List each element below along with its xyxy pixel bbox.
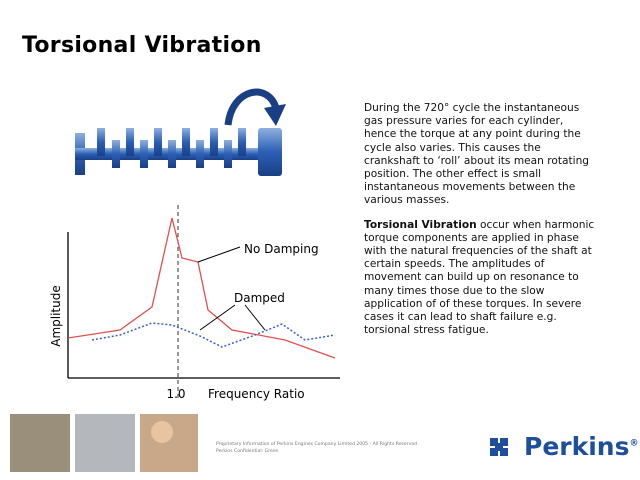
term: Torsional Vibration bbox=[364, 218, 477, 231]
arrow-head bbox=[264, 104, 286, 126]
brand: Perkins bbox=[524, 432, 630, 461]
footer-line: Proprietary Information of Perkins Engin… bbox=[216, 442, 418, 447]
curve-label: Damped bbox=[234, 291, 285, 305]
x-axis-label: Frequency Ratio bbox=[208, 387, 305, 401]
paragraph-body: occur when harmonic torque components ar… bbox=[364, 218, 595, 337]
no-damping-curve bbox=[67, 217, 336, 359]
rotation-arrow bbox=[224, 88, 280, 126]
logo: Perkins® bbox=[524, 432, 638, 461]
curve-label: No Damping bbox=[244, 242, 319, 256]
damped-curve bbox=[91, 322, 336, 348]
footer: Proprietary Information of Perkins Engin… bbox=[216, 441, 417, 455]
graph: Amplitude 1.0 Frequency Ratio No Damping… bbox=[49, 205, 340, 401]
brand-mark: ® bbox=[629, 438, 639, 449]
paragraph: During the 720° cycle the instantaneous … bbox=[364, 102, 590, 207]
paragraph: Torsional Vibration occur when harmonic … bbox=[364, 219, 596, 338]
slide-title: Torsional Vibration bbox=[22, 33, 262, 58]
logo-icon bbox=[490, 438, 508, 456]
x-mark-label: 1.0 bbox=[166, 387, 185, 401]
footer-line: Perkins Confidential: Green bbox=[216, 449, 279, 454]
y-axis-label: Amplitude bbox=[49, 285, 63, 347]
crankshaft bbox=[75, 128, 282, 176]
body-text: During the 720° cycle the instantaneous … bbox=[364, 102, 596, 348]
photos bbox=[10, 414, 198, 472]
